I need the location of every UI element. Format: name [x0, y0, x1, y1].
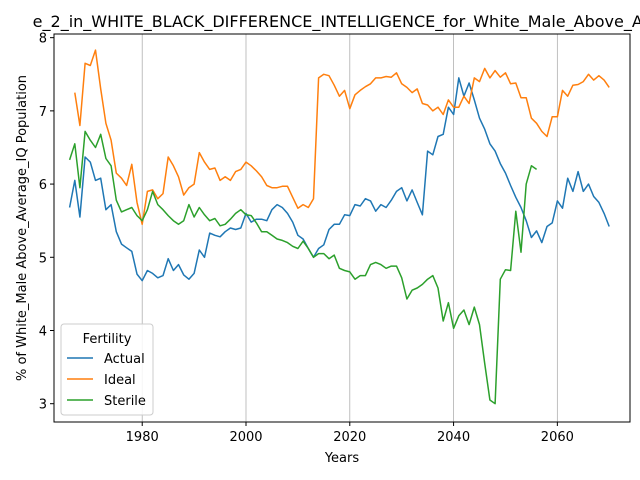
legend: Fertility Actual Ideal Sterile — [60, 323, 154, 416]
y-tick-label: 5 — [39, 251, 47, 266]
x-tick-label: 1980 — [126, 430, 159, 445]
x-tick-label: 2000 — [229, 430, 262, 445]
y-tick-label: 4 — [39, 324, 47, 339]
x-tick-label: 2020 — [333, 430, 366, 445]
x-tick-label: 2040 — [437, 430, 470, 445]
series-line-sterile — [68, 130, 538, 405]
legend-label-actual: Actual — [104, 352, 145, 367]
y-tick-label: 6 — [39, 178, 47, 193]
y-axis-label: % of White_Male Above_Average_IQ Populat… — [15, 75, 30, 381]
series-group — [68, 49, 610, 405]
x-axis-label: Years — [324, 451, 360, 466]
x-tick-label: 2060 — [541, 430, 574, 445]
legend-box — [60, 323, 154, 416]
chart-title: e_2_in_WHITE_BLACK_DIFFERENCE_INTELLIGEN… — [33, 12, 640, 32]
plot-frame — [53, 33, 631, 423]
legend-title: Fertility — [83, 332, 132, 347]
legend-items: Actual Ideal Sterile — [67, 352, 146, 409]
y-tick-label: 3 — [39, 398, 47, 413]
series-line-ideal — [74, 49, 610, 226]
x-axis-ticks: 1980 2000 2020 2040 2060 — [126, 422, 574, 445]
legend-label-sterile: Sterile — [104, 394, 146, 409]
y-axis-ticks: 3 4 5 6 7 8 — [39, 32, 54, 413]
y-tick-label: 8 — [39, 32, 47, 47]
series-line-actual — [68, 77, 610, 282]
legend-label-ideal: Ideal — [104, 373, 136, 388]
y-tick-label: 7 — [39, 105, 47, 120]
